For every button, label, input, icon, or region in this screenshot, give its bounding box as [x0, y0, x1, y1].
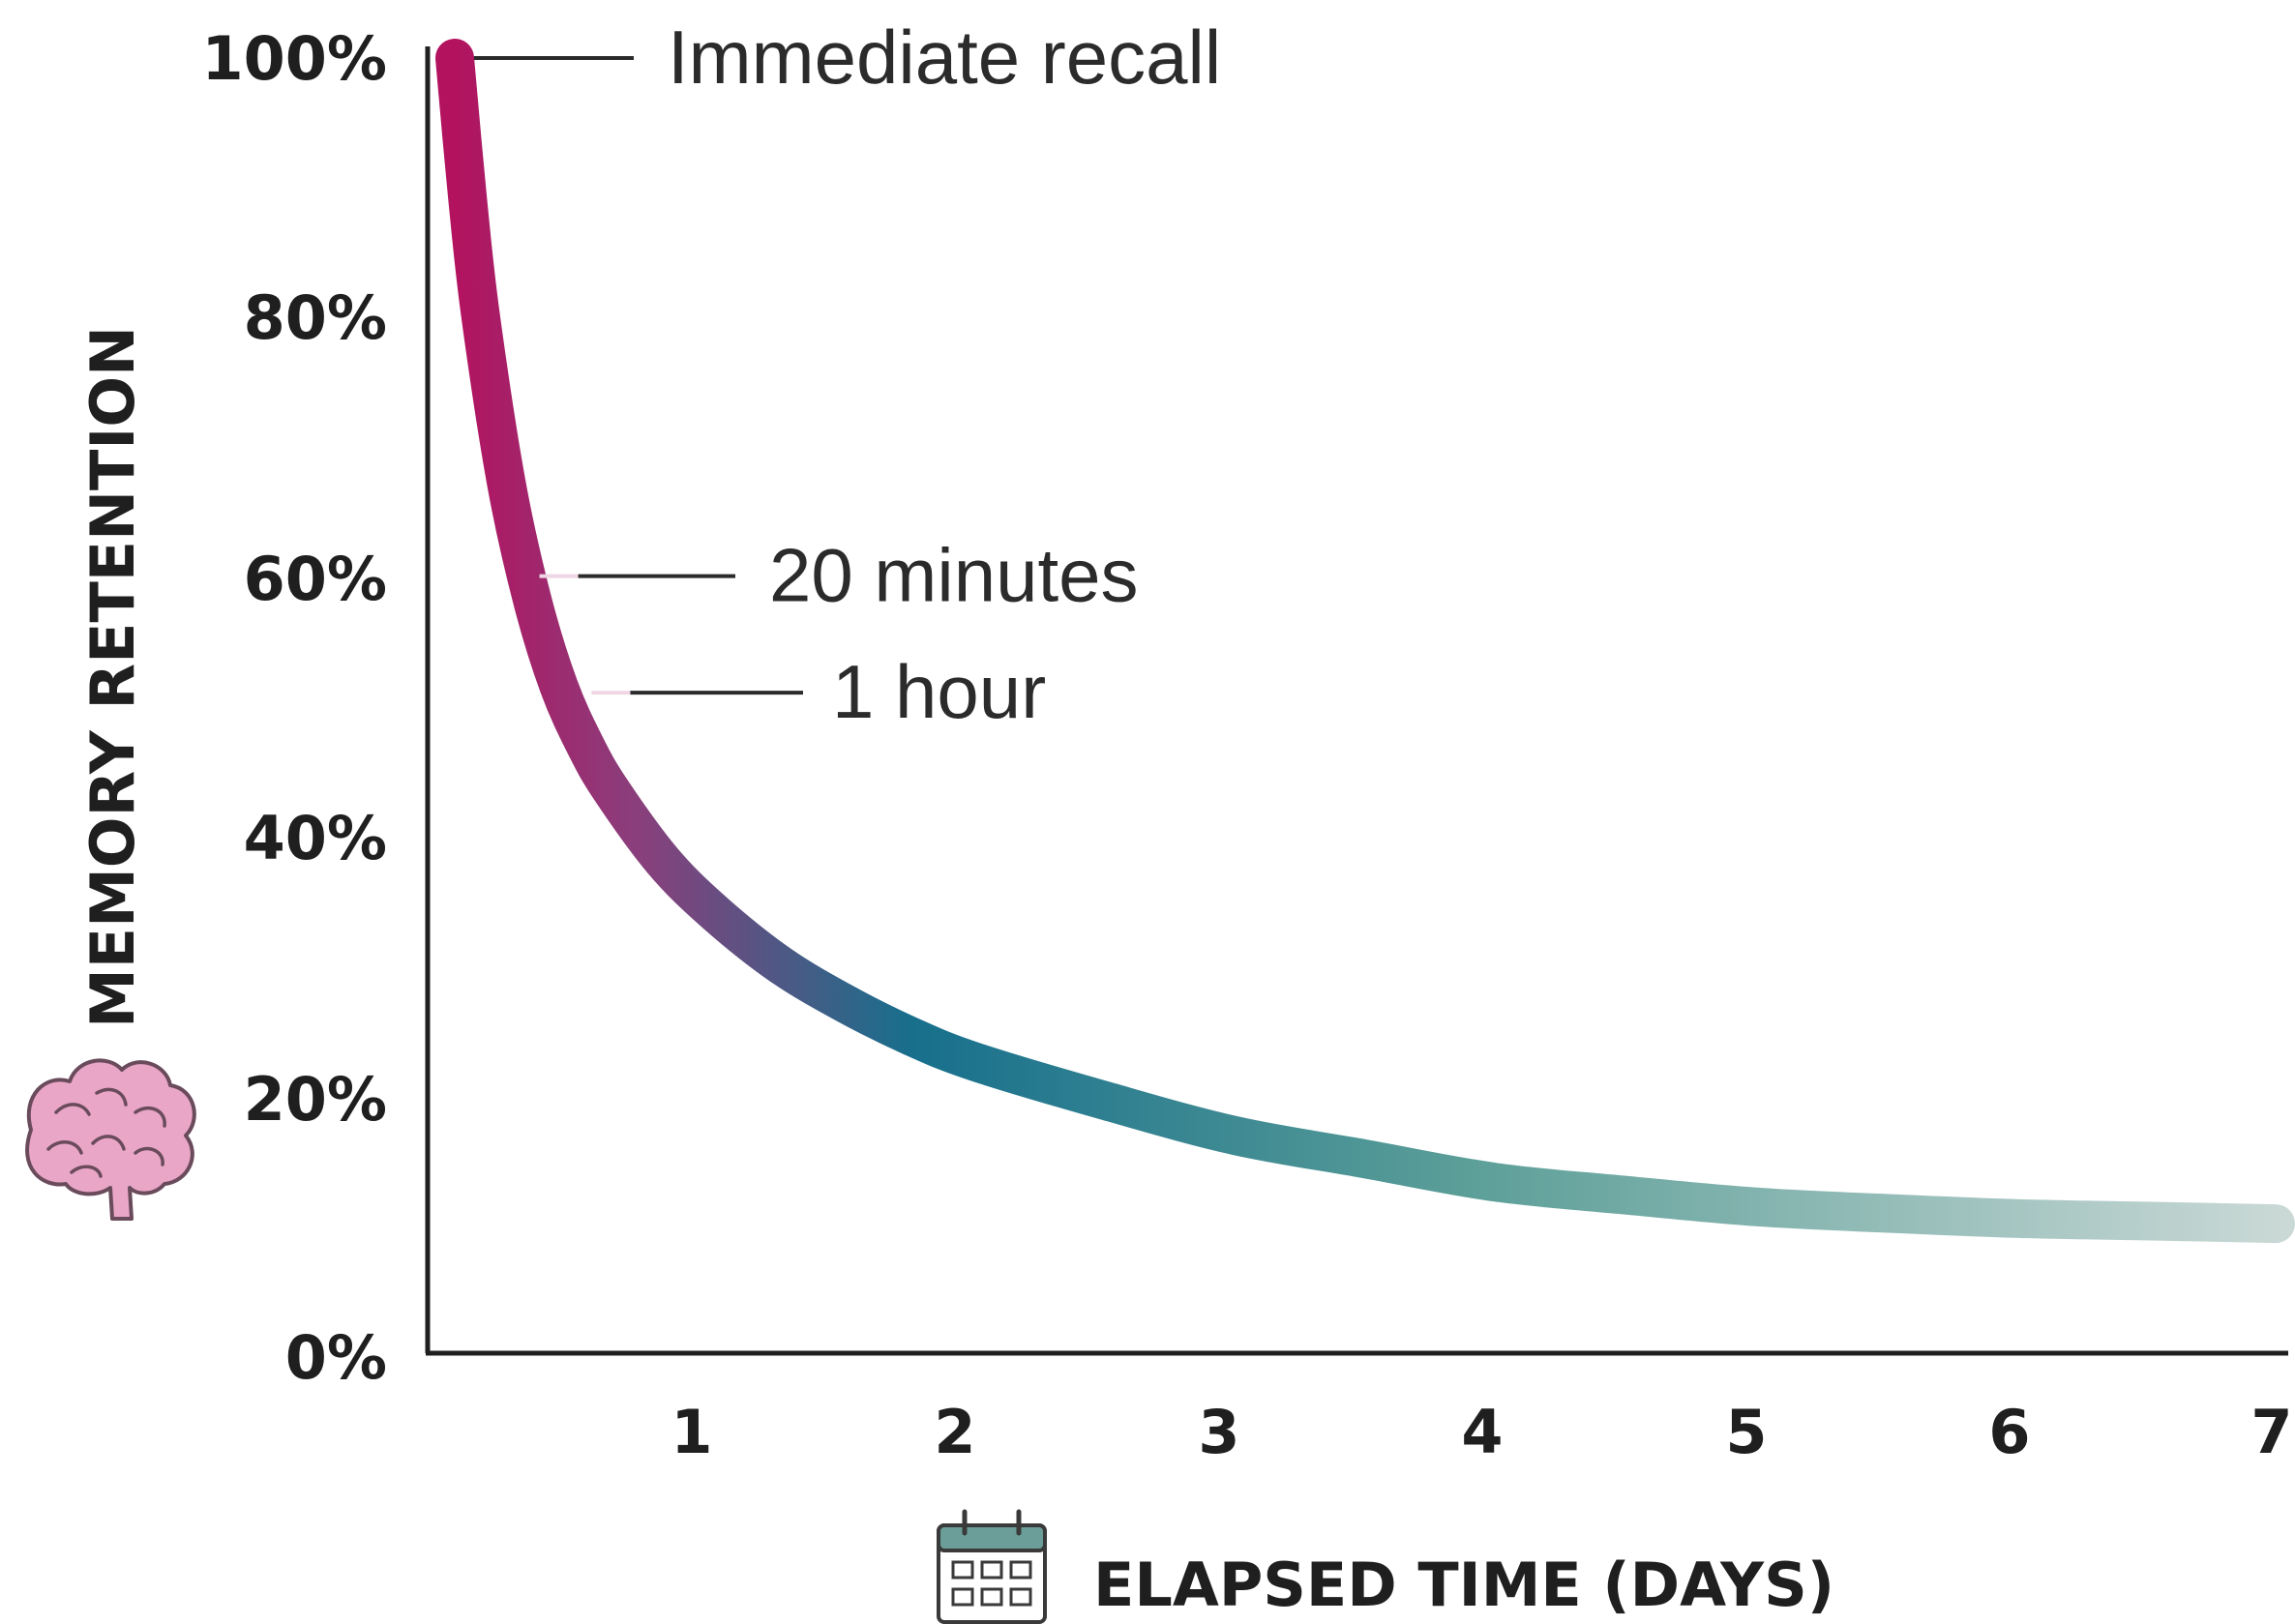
- x-tick-labels: 1 2 3 4 5 6 7: [671, 1397, 2292, 1467]
- y-tick-label: 20%: [244, 1064, 387, 1135]
- y-tick-label: 100%: [201, 23, 387, 94]
- x-tick-label: 2: [934, 1397, 975, 1467]
- x-tick-label: 4: [1461, 1397, 1503, 1467]
- x-tick-label: 3: [1198, 1397, 1239, 1467]
- y-tick-label: 40%: [244, 803, 387, 873]
- y-tick-label: 60%: [244, 544, 387, 614]
- x-tick-label: 5: [1725, 1397, 1767, 1467]
- x-tick-label: 1: [671, 1397, 712, 1467]
- x-axis-title: ELAPSED TIME (DAYS): [1093, 1550, 1834, 1620]
- x-tick-label: 7: [2250, 1397, 2292, 1467]
- y-tick-label: 0%: [285, 1322, 387, 1393]
- annotation-20-minutes: 20 minutes: [769, 533, 1139, 618]
- y-axis-title: MEMORY RETENTION: [77, 326, 148, 1028]
- brain-icon: [25, 1058, 196, 1221]
- y-tick-label: 80%: [244, 282, 387, 353]
- x-tick-label: 6: [1988, 1397, 2030, 1467]
- annotation-1-hour: 1 hour: [832, 649, 1046, 734]
- retention-curve-series: [435, 39, 2295, 1244]
- annotation-immediate-recall: Immediate recall: [668, 15, 1221, 100]
- calendar-icon: [937, 1509, 1047, 1624]
- annotations: Immediate recall 20 minutes 1 hour: [474, 15, 1221, 734]
- y-tick-labels: 100% 80% 60% 40% 20% 0%: [201, 23, 387, 1393]
